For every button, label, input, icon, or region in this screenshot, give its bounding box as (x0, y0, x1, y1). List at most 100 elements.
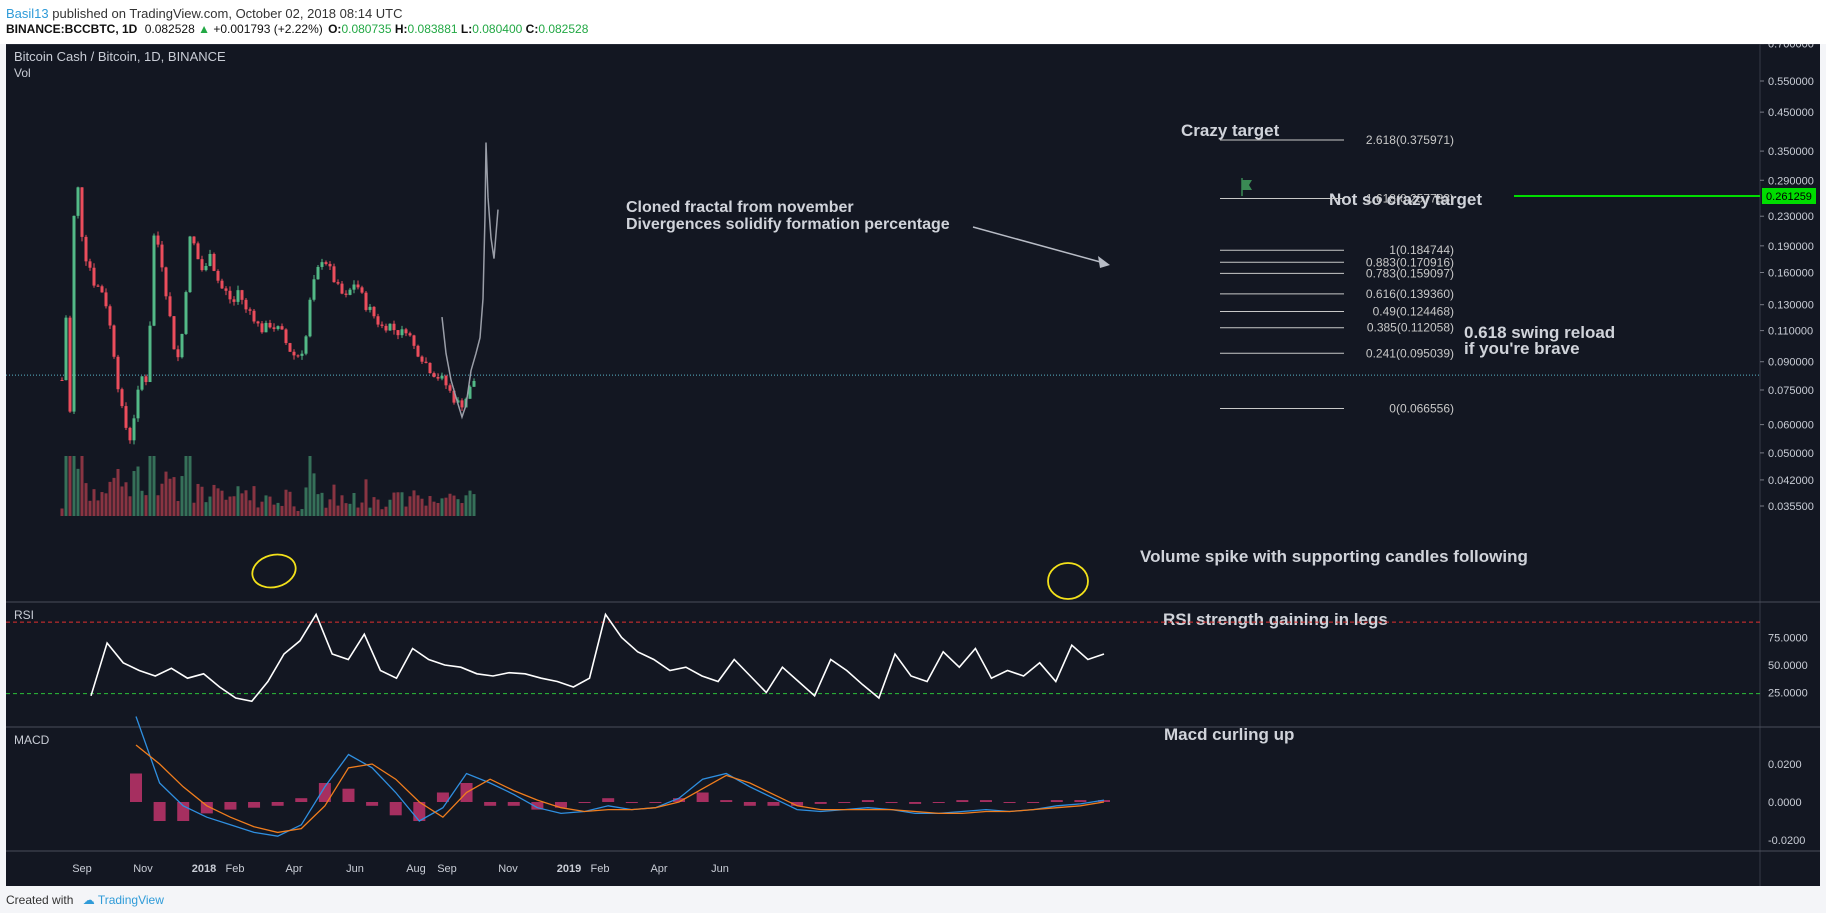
candle-body (360, 287, 364, 293)
volume-bar (76, 468, 80, 516)
macd-tick-label: 0.0000 (1768, 797, 1802, 809)
open-label: O: (328, 22, 342, 36)
candle-body (364, 292, 368, 310)
candle-body (304, 336, 308, 354)
fib-level-label: 1.618(0.257783) (1366, 192, 1454, 206)
footer: Created with ☁ TradingView (0, 886, 1826, 913)
candle-body (396, 330, 400, 336)
volume-bar (156, 495, 160, 516)
macd-histogram-bar (389, 802, 402, 816)
candle-body (312, 279, 316, 300)
candle-body (216, 270, 220, 281)
volume-bar (244, 490, 248, 516)
volume-bar (104, 493, 108, 516)
fib-level-label: 0(0.066556) (1389, 402, 1454, 416)
candle-body (136, 389, 140, 419)
macd-histogram-bar (153, 802, 166, 821)
price-tick-label: 0.060000 (1768, 420, 1814, 432)
tradingview-link[interactable]: ☁ TradingView (82, 893, 164, 907)
candle-body (144, 376, 148, 383)
time-tick-label: Nov (133, 863, 153, 875)
volume-bar (400, 492, 404, 516)
candle-body (132, 418, 136, 441)
volume-bar (284, 489, 288, 516)
created-with: Created with ☁ TradingView (6, 893, 164, 907)
candle-body (172, 316, 176, 350)
candle-body (332, 266, 336, 283)
rsi-highlight-circle-right (1047, 562, 1089, 600)
volume-bar (256, 507, 260, 516)
volume-bar (464, 495, 468, 516)
chart-svg[interactable]: Bitcoin Cash / Bitcoin, 1D, BINANCE Vol … (6, 39, 1820, 886)
chart-area[interactable]: Bitcoin Cash / Bitcoin, 1D, BINANCE Vol … (6, 39, 1820, 886)
candle-body (88, 261, 92, 268)
price-tick-label: 0.290000 (1768, 175, 1814, 187)
volume-bar (320, 492, 324, 516)
volume-bar (360, 502, 364, 516)
price-tick-label: 0.090000 (1768, 357, 1814, 369)
candle-body (228, 290, 232, 300)
volume-bar (356, 507, 360, 516)
volume-bar (376, 499, 380, 516)
volume-bar (248, 500, 252, 516)
volume-bar (384, 506, 388, 516)
candle-body (380, 324, 384, 326)
volume-bar (216, 488, 220, 516)
macd-histogram-bar (1050, 800, 1063, 802)
price-badge (1762, 188, 1816, 204)
macd-histogram-bar (625, 802, 638, 803)
price-tick-label: 0.160000 (1768, 267, 1814, 279)
volume-bar (328, 499, 332, 516)
ohlc-line: BINANCE:BCCBTC, 1D 0.082528 ▲ +0.001793 … (6, 22, 588, 36)
volume-bar (392, 492, 396, 516)
macd-histogram-bar (271, 802, 284, 806)
candle-body (288, 343, 292, 352)
author-link[interactable]: Basil13 (6, 6, 49, 21)
volume-bar (420, 498, 424, 516)
volume-bar (448, 493, 452, 516)
published-text: published on TradingView.com, October 02… (48, 6, 403, 21)
macd-histogram-bar (885, 802, 898, 803)
volume-bar (236, 486, 240, 516)
volume-bar (128, 496, 132, 516)
volume-bar (348, 503, 352, 516)
volume-bar (312, 473, 316, 516)
candle-body (448, 385, 452, 391)
candle-body (244, 299, 248, 310)
volume-bar (172, 477, 176, 516)
candle-body (444, 375, 448, 386)
publish-line: Basil13 published on TradingView.com, Oc… (6, 6, 403, 21)
candle-body (68, 317, 72, 412)
volume-bar (188, 456, 192, 516)
candle-body (176, 349, 180, 358)
volume-bar (220, 490, 224, 516)
candle-body (180, 333, 184, 358)
macd-histogram-bar (578, 802, 591, 803)
fib-level-label: 0.616(0.139360) (1366, 287, 1454, 301)
candle-body (140, 376, 144, 390)
candle-body (284, 329, 288, 344)
candle-body (192, 236, 196, 244)
high-label: H: (394, 22, 408, 36)
crazy-target-label: Crazy target (1181, 121, 1280, 140)
price-tick-label: 0.075000 (1768, 385, 1814, 397)
candle-body (296, 355, 300, 357)
candle-body (372, 306, 376, 317)
macd-histogram-bar (130, 773, 142, 802)
rsi-strength-label: RSI strength gaining in legs (1163, 610, 1388, 629)
candle-body (100, 286, 104, 293)
macd-histogram-bar (484, 802, 497, 806)
macd-histogram-bar (507, 802, 520, 806)
volume-bar (112, 477, 116, 516)
volume-bar (68, 456, 72, 516)
volume-bar (180, 476, 184, 516)
close-label: C: (525, 22, 539, 36)
volume-bar (424, 505, 428, 516)
macd-histogram-bar (696, 792, 709, 802)
volume-bar (272, 504, 276, 516)
macd-histogram-bar (861, 800, 874, 802)
candle-body (468, 386, 472, 399)
volume-bar (132, 471, 136, 516)
candle-body (236, 290, 240, 302)
low-value: 0.080400 (472, 22, 523, 36)
